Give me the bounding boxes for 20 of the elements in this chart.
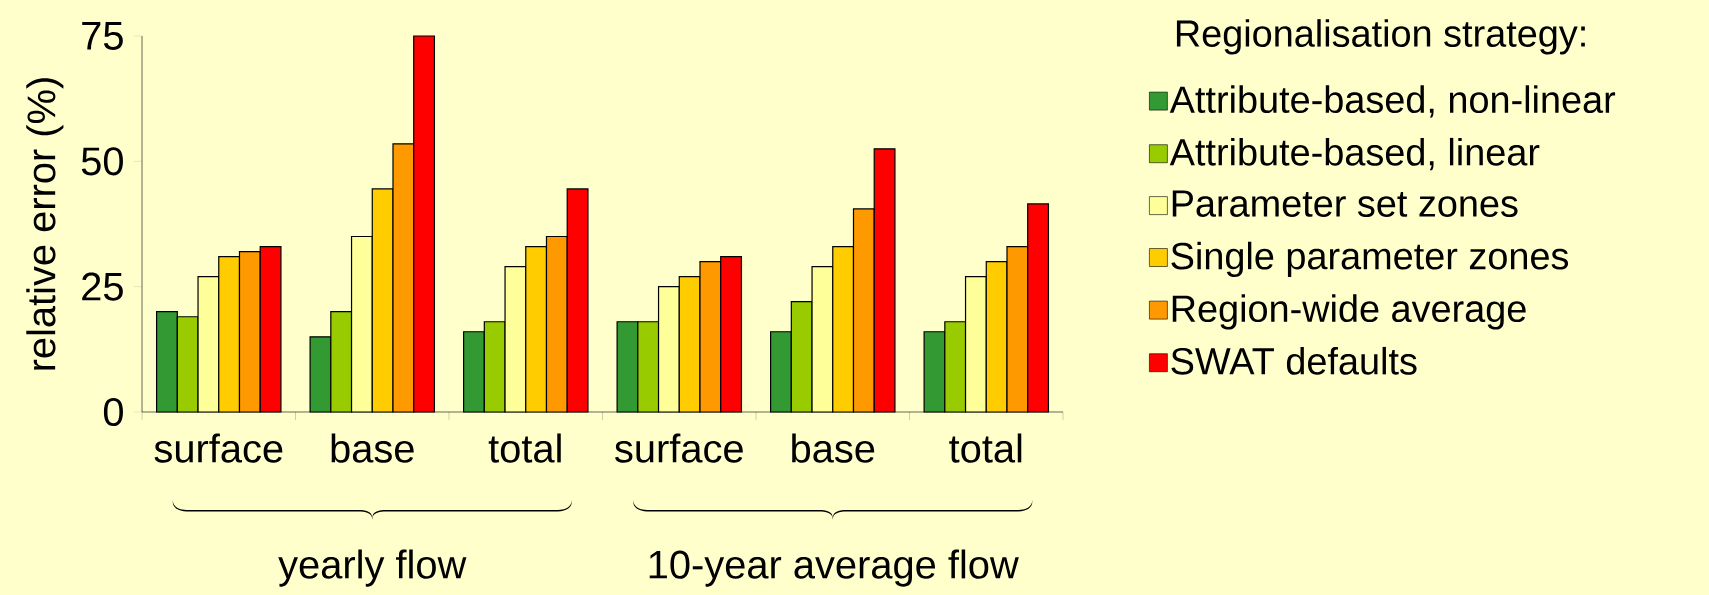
legend-label: Parameter set zones	[1172, 190, 1518, 217]
y-tick-label: 50	[81, 147, 123, 176]
legend-label: SWAT defaults	[1171, 346, 1417, 375]
y-tick-label: 0	[103, 397, 123, 427]
text: 10-year average flow	[649, 549, 1019, 587]
x-tick-label: total	[949, 433, 1022, 463]
y-tick-label: 25	[82, 272, 123, 301]
x-tick-label: base	[331, 433, 414, 463]
text: yearly flow	[278, 549, 467, 587]
legend-title: Regionalisation strategy:	[1176, 19, 1585, 55]
legend-label: Attribute-based, linear	[1169, 137, 1540, 171]
y-axis-title: relative error (%)	[26, 78, 64, 370]
x-tick-label: base	[792, 433, 875, 463]
x-tick-label: total	[488, 433, 561, 463]
legend-label: Attribute-based, non-linear	[1169, 85, 1616, 118]
x-tick-label: surface	[154, 433, 283, 463]
y-tick-label: 75	[82, 22, 123, 50]
legend-label: Region-wide average	[1172, 294, 1526, 330]
legend-label: Single parameter zones	[1171, 241, 1569, 277]
x-tick-label: surface	[615, 433, 743, 463]
